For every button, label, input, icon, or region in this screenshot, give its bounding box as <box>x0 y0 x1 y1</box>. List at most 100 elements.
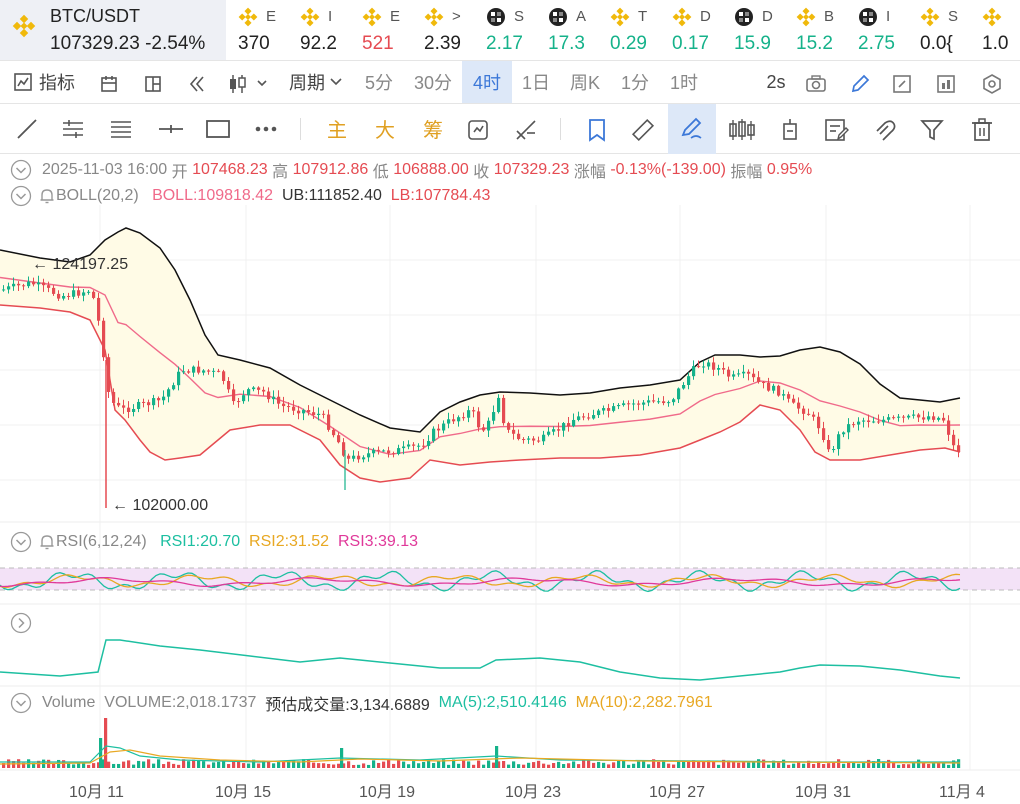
volume-bar <box>242 763 246 768</box>
ticker-item[interactable]: I 2.75 <box>846 0 908 60</box>
note-edit-icon[interactable] <box>822 116 850 144</box>
interval-1h[interactable]: 1时 <box>669 73 698 93</box>
expand-window-icon[interactable] <box>890 72 914 96</box>
bell-icon[interactable] <box>38 533 56 551</box>
ticker-item[interactable]: E 521 <box>350 0 412 60</box>
replay-icon[interactable] <box>186 73 208 95</box>
candles-compare-icon[interactable] <box>726 116 758 144</box>
candle-body <box>342 442 346 456</box>
candle-body <box>7 286 11 290</box>
volume-bar <box>362 763 366 768</box>
volume-bar <box>482 764 486 768</box>
bell-icon[interactable] <box>38 187 56 205</box>
volume-bar <box>747 762 751 768</box>
draw-brush-icon[interactable] <box>668 104 716 154</box>
volume-bar <box>462 760 466 768</box>
trend-line-icon[interactable] <box>14 117 40 141</box>
candle-body <box>742 371 746 374</box>
candle-body <box>242 395 246 402</box>
parallel-lines-icon[interactable] <box>60 117 86 141</box>
volume-bar <box>197 760 201 768</box>
interval-4h[interactable]: 4时 <box>462 61 512 103</box>
volume-bar <box>187 761 191 768</box>
ticker-item[interactable]: >2.39 <box>412 0 474 60</box>
ticker-main-btc[interactable]: BTC/USDT 107329.23 -2.54% <box>0 0 226 60</box>
collapse-chevron-icon[interactable] <box>10 692 32 714</box>
ticker-item[interactable]: D 0.17 <box>660 0 722 60</box>
ticker-item[interactable]: S 0.0{ <box>908 0 970 60</box>
volume-bar <box>72 764 76 768</box>
bnb-icon <box>238 7 258 32</box>
candle-body <box>67 295 71 297</box>
sync-icon[interactable] <box>464 117 492 143</box>
filter-icon[interactable] <box>918 116 946 144</box>
collapse-chevron-icon[interactable] <box>10 531 32 553</box>
candle-body <box>732 374 736 377</box>
ticker-item[interactable]: E 370 <box>226 0 288 60</box>
measure-icon[interactable] <box>512 117 540 143</box>
horizontal-line-icon[interactable] <box>156 117 186 141</box>
collapse-chevron-icon[interactable] <box>10 159 32 181</box>
volume-bar <box>877 759 881 768</box>
interval-1d[interactable]: 1日 <box>521 73 550 93</box>
volume-bar <box>602 762 606 768</box>
interval-1m[interactable]: 1分 <box>620 73 649 93</box>
candle-body <box>832 449 836 451</box>
magnet-icon[interactable] <box>870 116 898 144</box>
ticker-item[interactable]: B 15.2 <box>784 0 846 60</box>
candle-body <box>472 410 476 412</box>
x-axis-label: 10月 27 <box>649 784 706 801</box>
ticker-item[interactable]: A 17.3 <box>536 0 598 60</box>
collapse-chevron-icon[interactable] <box>10 185 32 207</box>
candle-body <box>667 402 671 404</box>
single-candle-icon[interactable] <box>776 116 804 144</box>
interval-1w[interactable]: 周K <box>569 73 600 93</box>
calendar-icon[interactable] <box>98 73 120 95</box>
volume-bar <box>432 763 436 768</box>
edit-pen-icon[interactable] <box>848 72 872 96</box>
rsi-legend: RSI(6,12,24) RSI1:20.70 RSI2:31.52 RSI3:… <box>10 531 418 553</box>
volume-bar <box>567 763 571 768</box>
rectangle-icon[interactable] <box>204 117 232 141</box>
ticker-item[interactable]: 1.0 <box>970 0 1020 60</box>
layout-icon[interactable] <box>142 73 164 95</box>
fib-lines-icon[interactable] <box>108 117 134 141</box>
trash-icon[interactable] <box>968 116 996 144</box>
candle-type-dropdown[interactable] <box>226 72 270 96</box>
ticker-item[interactable]: S 2.17 <box>474 0 536 60</box>
volume-legend: Volume VOLUME:2,018.1737 预估成交量:3,134.688… <box>10 692 713 714</box>
main-chart-toggle[interactable]: 主 <box>327 120 347 142</box>
volume-bar <box>262 760 266 768</box>
volume-bar <box>292 760 296 768</box>
candle-body <box>182 371 186 373</box>
volume-bar <box>697 760 701 768</box>
interval-5m[interactable]: 5分 <box>364 73 393 93</box>
bookmark-flag-icon[interactable] <box>582 116 612 144</box>
volume-bar <box>177 764 181 768</box>
ticker-item[interactable]: I 92.2 <box>288 0 350 60</box>
candle-body <box>562 423 566 431</box>
candle-body <box>652 400 656 402</box>
interval-30m[interactable]: 30分 <box>413 73 453 93</box>
refresh-rate[interactable]: 2s <box>766 71 786 92</box>
chips-toggle[interactable]: 筹 <box>423 120 443 142</box>
candle-body <box>12 283 16 287</box>
multi-chart-icon[interactable] <box>934 72 958 96</box>
ticker-item[interactable]: T 0.29 <box>598 0 660 60</box>
volume-bar <box>212 762 216 768</box>
expand-chevron-icon[interactable] <box>10 612 32 634</box>
period-dropdown[interactable]: 周期 <box>284 61 348 103</box>
big-trade-toggle[interactable]: 大 <box>375 120 395 142</box>
ticker-item-value: 2.17 <box>486 33 523 54</box>
x-axis-label: 10月 15 <box>215 784 272 801</box>
ticker-item[interactable]: D 15.9 <box>722 0 784 60</box>
settings-gear-icon[interactable] <box>980 72 1004 96</box>
volume-bar <box>542 763 546 768</box>
volume-bar <box>937 762 941 768</box>
more-dots-icon[interactable] <box>252 117 280 141</box>
camera-icon[interactable] <box>804 72 828 96</box>
ruler-icon[interactable] <box>628 116 658 144</box>
indicators-button[interactable]: 指标 <box>8 61 80 103</box>
volume-bar <box>137 760 141 768</box>
